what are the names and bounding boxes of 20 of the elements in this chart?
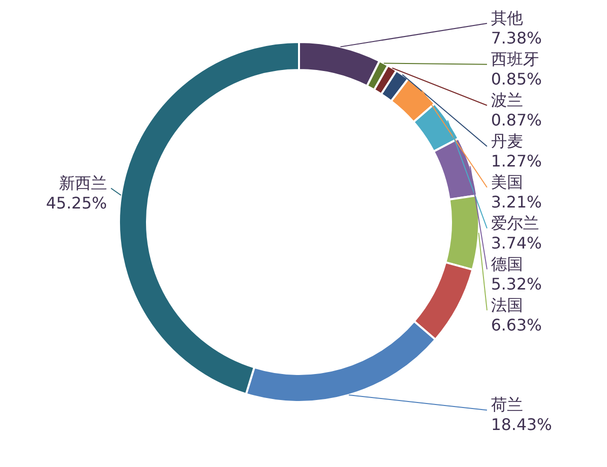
data-label: 0.87% — [491, 110, 542, 130]
slice-label: 其他 — [491, 8, 523, 28]
data-label: 3.74% — [491, 233, 542, 252]
slice-label: 爱尔兰 — [491, 213, 539, 232]
slice-label: 美国 — [491, 172, 523, 192]
slice-label: 波兰 — [491, 90, 523, 110]
data-label: 3.21% — [491, 192, 542, 212]
data-label: 6.63% — [491, 315, 542, 334]
slice-label: 西班牙 — [491, 49, 539, 68]
data-label: 1.27% — [491, 151, 542, 170]
slice-label: 德国 — [491, 254, 523, 274]
data-label: 45.25% — [46, 193, 107, 212]
data-label: 5.32% — [491, 274, 542, 294]
data-label: 18.43% — [491, 415, 552, 434]
slice-label: 新西兰 — [59, 173, 107, 192]
slice-label: 丹麦 — [491, 131, 523, 150]
slice-label: 荷兰 — [491, 395, 523, 414]
slice-label: 法国 — [491, 295, 523, 314]
data-label: 7.38% — [491, 28, 542, 48]
data-label: 0.85% — [491, 69, 542, 88]
